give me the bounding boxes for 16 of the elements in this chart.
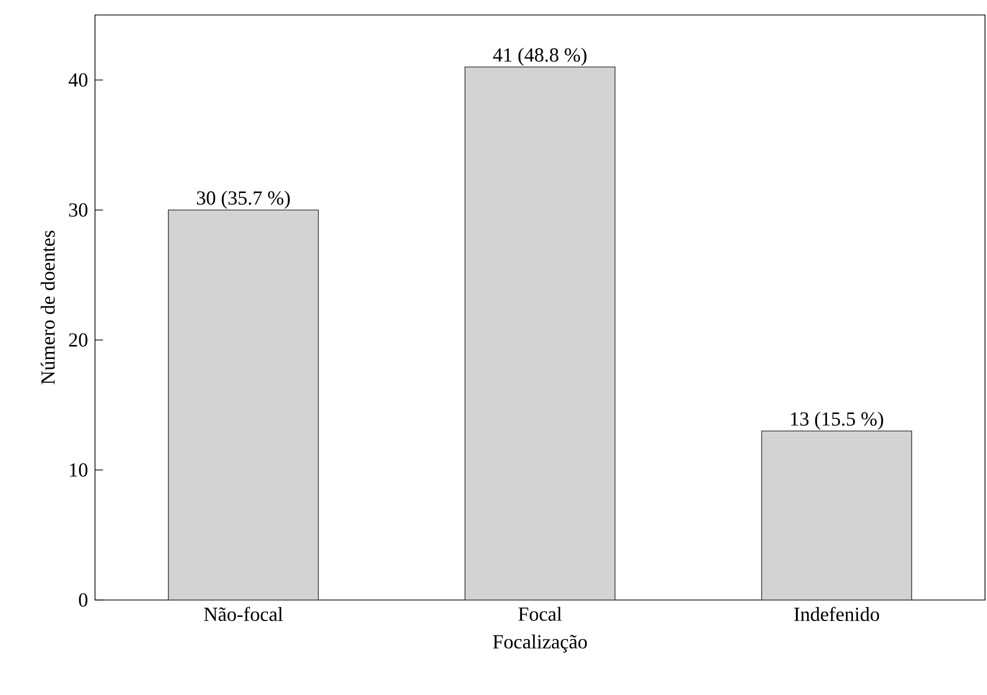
y-tick-label: 0 [78,593,88,607]
data-label: 13 (15.5 %) [791,412,884,430]
bar [168,210,319,600]
x-tick-label: Não-focal [204,606,283,622]
y-tick-label: 10 [70,463,88,477]
y-tick-label: 30 [69,203,88,217]
bar [761,430,912,600]
y-tick-label: 20 [69,333,88,347]
bar [464,66,616,600]
data-label: 30 (35.7 %) [196,190,290,209]
x-tick-label: Indefenido [794,606,880,622]
y-axis-title: Número de doentes [40,230,55,384]
y-tick-label: 40 [68,73,88,87]
x-axis-title: Focalização [493,634,587,653]
x-tick-label: Focal [518,606,562,621]
data-label: 41 (48.8 %) [493,48,586,66]
